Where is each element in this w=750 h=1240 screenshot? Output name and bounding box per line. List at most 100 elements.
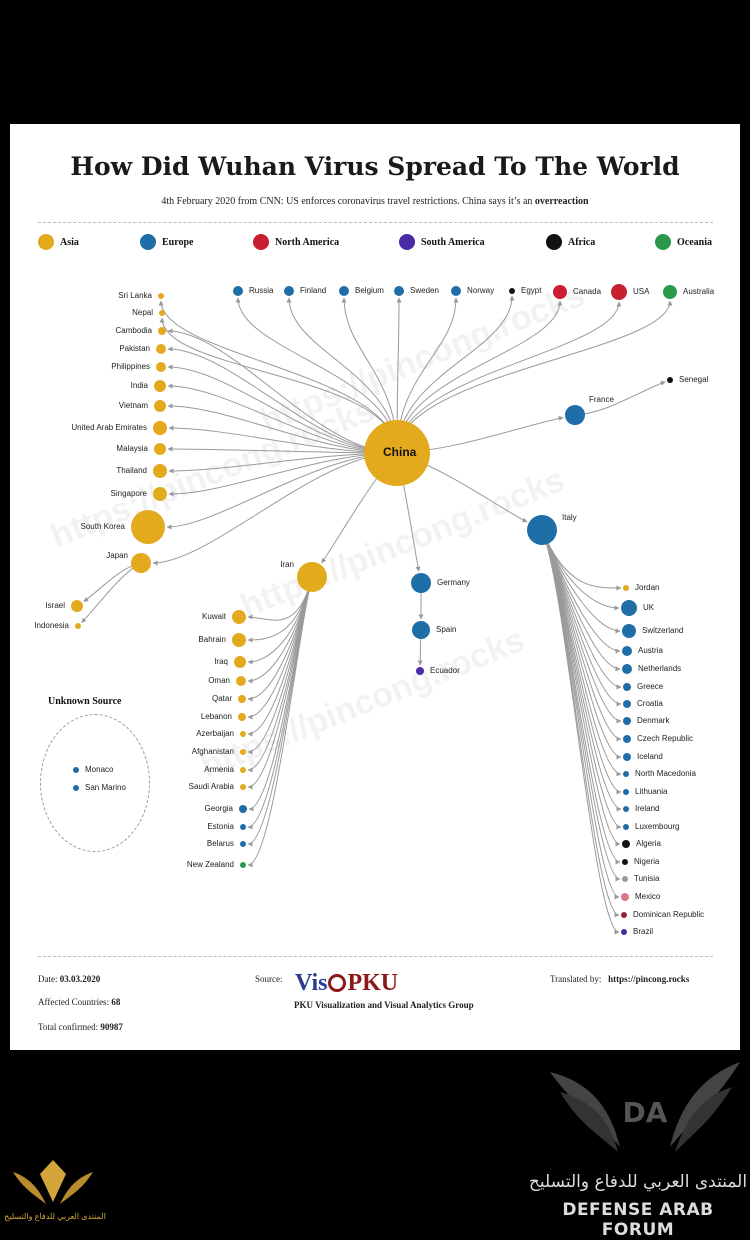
label-italy: Italy	[562, 513, 577, 522]
forum-english-name: DEFENSE ARAB FORUM	[562, 1200, 714, 1240]
label-sweden: Sweden	[410, 286, 439, 295]
legend-label: North America	[275, 236, 340, 248]
label-cambodia: Cambodia	[115, 326, 152, 335]
label-iceland: Iceland	[637, 752, 663, 761]
node-russia	[233, 286, 243, 296]
label-indonesia: Indonesia	[34, 621, 69, 630]
label-israel: Israel	[45, 601, 65, 610]
node-iraq	[234, 656, 246, 668]
node-qatar	[238, 695, 246, 703]
node-lithuania	[623, 789, 629, 795]
label-algeria: Algeria	[636, 839, 661, 848]
infographic-card: How Did Wuhan Virus Spread To The World …	[10, 124, 740, 1050]
node-finland	[284, 286, 294, 296]
label-france: France	[589, 395, 614, 404]
confirmed-value: 90987	[100, 1022, 123, 1032]
label-armenia: Armenia	[204, 765, 234, 774]
legend-label: Africa	[568, 236, 596, 248]
unknown-source-group	[40, 714, 150, 852]
date-label: Date:	[38, 974, 58, 984]
node-nigeria	[622, 859, 628, 865]
legend-swatch	[140, 234, 156, 250]
legend-label: Asia	[60, 236, 79, 248]
label-nigeria: Nigeria	[634, 857, 660, 866]
label-vietnam: Vietnam	[118, 401, 148, 410]
forum-logo-icon: DA	[550, 1062, 740, 1152]
forum-logo-text: DA	[623, 1096, 668, 1129]
node-ireland	[623, 806, 629, 812]
node-oman	[236, 676, 246, 686]
node-egypt	[509, 288, 515, 294]
label-uk: UK	[643, 603, 655, 612]
subtitle-emphasis: overreaction	[534, 196, 589, 207]
node-kuwait	[232, 610, 246, 624]
node-austria	[622, 646, 632, 656]
node-estonia	[240, 824, 246, 830]
node-georgia	[239, 805, 247, 813]
node-germany	[411, 573, 431, 593]
legend-swatch	[655, 234, 671, 250]
node-uae	[153, 421, 167, 435]
node-srilanka	[158, 293, 164, 299]
label-tunisia: Tunisia	[634, 874, 660, 883]
node-israel	[71, 600, 83, 612]
edge-iran-to-newzealand	[247, 576, 313, 868]
node-philippines	[156, 362, 166, 372]
affected-value: 68	[111, 997, 121, 1007]
node-jordan	[623, 585, 629, 591]
label-oman: Oman	[208, 676, 230, 685]
label-netherlands: Netherlands	[638, 664, 682, 673]
label-czech: Czech Republic	[637, 734, 694, 743]
confirmed-label: Total confirmed:	[38, 1022, 99, 1032]
node-norway	[451, 286, 461, 296]
legend-item-south-america: South America	[399, 232, 485, 252]
node-nepal	[159, 310, 165, 316]
node-italy	[527, 515, 557, 545]
node-spain	[412, 621, 430, 639]
node-netherlands	[622, 664, 632, 674]
date-line: Date: 03.03.2020	[38, 974, 100, 984]
node-ecuador	[416, 667, 424, 675]
label-singapore: Singapore	[110, 489, 147, 498]
footer-divider	[38, 956, 713, 957]
label-georgia: Georgia	[204, 804, 233, 813]
label-brazil: Brazil	[633, 927, 654, 936]
node-japan	[131, 553, 151, 573]
node-cambodia	[158, 327, 166, 335]
node-afghanistan	[240, 749, 246, 755]
label-kuwait: Kuwait	[201, 612, 226, 621]
node-saudi	[240, 784, 246, 790]
label-norway: Norway	[467, 286, 495, 295]
translated-label: Translated by:	[550, 974, 602, 984]
legend-item-oceania: Oceania	[655, 232, 712, 252]
confirmed-line: Total confirmed: 90987	[38, 1022, 123, 1032]
node-china	[364, 420, 430, 486]
node-thailand	[153, 464, 167, 478]
label-srilanka: Sri Lanka	[118, 291, 152, 300]
node-malaysia	[154, 443, 166, 455]
legend-swatch	[253, 234, 269, 250]
date-value: 03.03.2020	[59, 974, 101, 984]
label-southkorea: South Korea	[80, 522, 125, 531]
label-philippines: Philippines	[111, 362, 150, 371]
node-lebanon	[238, 713, 246, 721]
label-qatar: Qatar	[211, 694, 232, 703]
legend-item-asia: Asia	[38, 232, 79, 252]
label-malaysia: Malaysia	[116, 444, 148, 453]
legend-swatch	[399, 234, 415, 250]
label-azerbaijan: Azerbaijan	[196, 729, 234, 738]
label-thailand: Thailand	[116, 466, 147, 475]
label-jordan: Jordan	[635, 583, 660, 592]
spread-edges	[81, 295, 673, 935]
label-usa: USA	[633, 287, 650, 296]
affected-line: Affected Countries: 68	[38, 997, 120, 1007]
label-greece: Greece	[637, 682, 664, 691]
label-russia: Russia	[249, 286, 274, 295]
node-belgium	[339, 286, 349, 296]
node-switzerland	[622, 624, 636, 638]
source-label: Source:	[255, 974, 283, 984]
node-algeria	[622, 840, 630, 848]
node-czech	[623, 735, 631, 743]
label-lebanon: Lebanon	[200, 712, 232, 721]
node-canada	[553, 285, 567, 299]
